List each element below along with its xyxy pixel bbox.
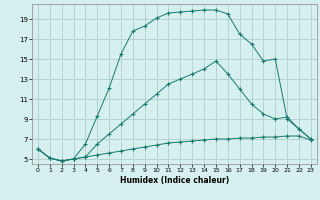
X-axis label: Humidex (Indice chaleur): Humidex (Indice chaleur) (120, 176, 229, 185)
